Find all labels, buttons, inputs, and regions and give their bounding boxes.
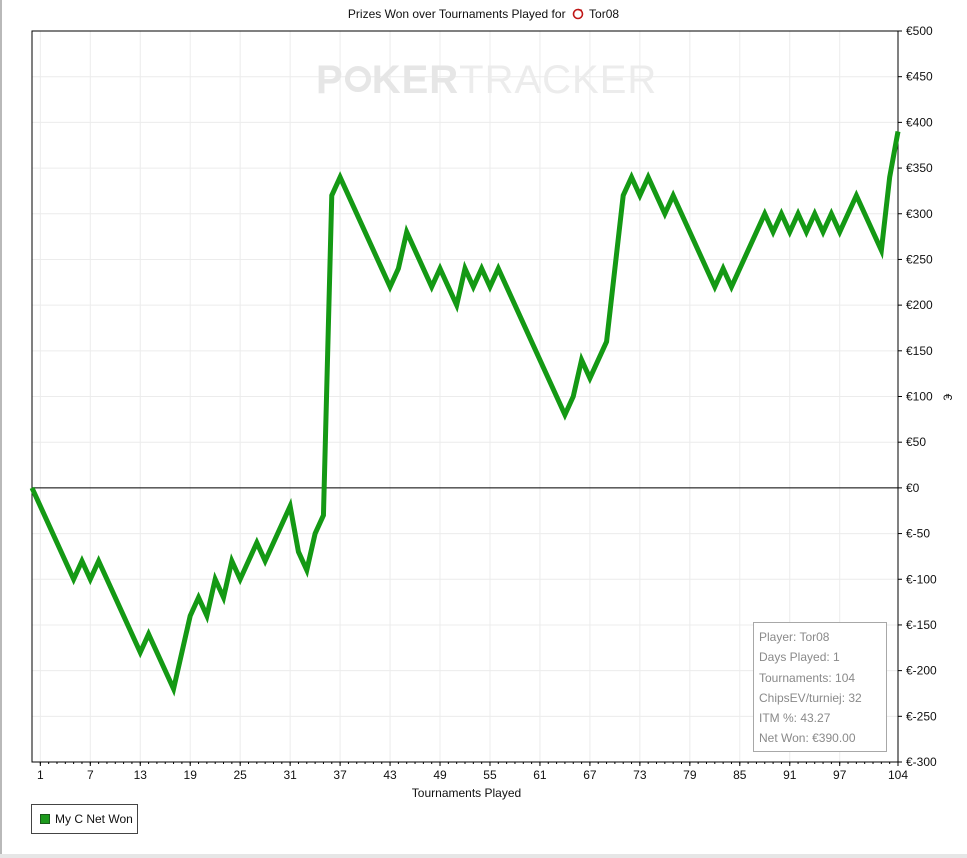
watermark-left: P: [316, 58, 344, 102]
y-tick-label: €-200: [906, 664, 937, 678]
x-tick-label: 49: [433, 768, 447, 782]
stat-itm: ITM %: 43.27: [759, 711, 831, 726]
y-tick-label: €-150: [906, 618, 937, 632]
x-tick-label: 91: [783, 768, 797, 782]
x-tick-label: 104: [888, 768, 908, 782]
chart-title-prefix: Prizes Won over Tournaments Played for: [347, 7, 566, 21]
x-tick-label: 85: [733, 768, 747, 782]
watermark-mid: KER: [371, 58, 460, 102]
stat-tournaments: Tournaments: 104: [759, 670, 856, 685]
stat-chipsev: ChipsEV/turniej: 32: [759, 690, 862, 705]
x-tick-label: 25: [233, 768, 247, 782]
y-tick-label: €150: [906, 344, 933, 358]
stats-box: Player: Tor08 Days Played: 1 Tournaments…: [753, 622, 887, 752]
chart-title: Prizes Won over Tournaments Played for T…: [0, 7, 967, 23]
y-tick-label: €0: [906, 481, 920, 495]
x-tick-label: 79: [683, 768, 697, 782]
window-left-edge: [0, 0, 2, 858]
window-bottom-edge: [0, 854, 967, 858]
legend-swatch: [40, 814, 50, 824]
y-tick-label: €100: [906, 390, 933, 404]
legend-label: My C Net Won: [55, 812, 133, 826]
x-tick-label: 97: [833, 768, 847, 782]
x-tick-label: 13: [134, 768, 148, 782]
y-axis-label: €: [940, 393, 955, 401]
x-tick-label: 43: [383, 768, 397, 782]
x-tick-label: 37: [333, 768, 347, 782]
y-tick-label: €-50: [906, 527, 930, 541]
x-tick-label: 31: [283, 768, 297, 782]
watermark-chip-icon: [344, 66, 371, 92]
y-tick-label: €200: [906, 298, 933, 312]
y-tick-label: €450: [906, 70, 933, 84]
player-chip-icon: [572, 8, 584, 23]
x-tick-label: 7: [87, 768, 94, 782]
pokertracker-watermark: P KERTRACKER: [316, 58, 657, 103]
x-tick-label: 61: [533, 768, 547, 782]
stat-player: Player: Tor08: [759, 630, 830, 644]
y-tick-label: €250: [906, 252, 933, 266]
y-tick-label: €400: [906, 115, 933, 129]
x-tick-label: 73: [633, 768, 647, 782]
x-tick-label: 67: [583, 768, 597, 782]
x-tick-label: 19: [184, 768, 198, 782]
y-tick-label: €-300: [906, 755, 937, 769]
x-tick-label: 55: [483, 768, 497, 782]
chart-legend[interactable]: My C Net Won: [31, 804, 138, 834]
chart-title-player: Tor08: [589, 7, 620, 21]
stat-days-played: Days Played: 1: [759, 650, 840, 665]
y-tick-label: €-100: [906, 572, 937, 586]
series-line-my-c-net-won: [29, 131, 901, 697]
y-tick-label: €50: [906, 435, 926, 449]
y-tick-label: €500: [906, 24, 933, 38]
y-tick-label: €-250: [906, 709, 937, 723]
ticks-layer: €500 €450 €400 €350 €300 €250 €200 €150 €100 €50 €…: [37, 24, 937, 782]
y-tick-label: €350: [906, 161, 933, 175]
watermark-right: TRACKER: [459, 58, 658, 102]
x-tick-label: 1: [37, 768, 44, 782]
x-axis-label: Tournaments Played: [411, 786, 522, 800]
y-tick-label: €300: [906, 207, 933, 221]
stat-net-won: Net Won: €390.00: [759, 731, 856, 746]
